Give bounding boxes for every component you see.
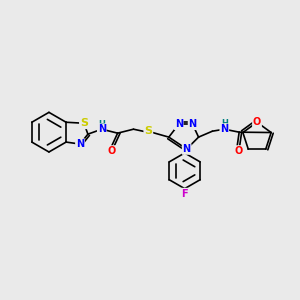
Text: N: N	[220, 124, 228, 134]
Text: O: O	[108, 146, 116, 156]
Text: F: F	[182, 189, 188, 199]
Text: H: H	[221, 119, 228, 128]
Text: O: O	[253, 117, 261, 127]
Text: N: N	[183, 144, 191, 154]
Text: S: S	[80, 118, 88, 128]
Text: N: N	[188, 119, 197, 129]
Text: N: N	[175, 119, 183, 129]
Text: N: N	[98, 124, 106, 134]
Text: H: H	[98, 120, 105, 129]
Text: S: S	[144, 126, 152, 136]
Text: N: N	[76, 139, 84, 149]
Text: O: O	[234, 146, 242, 156]
